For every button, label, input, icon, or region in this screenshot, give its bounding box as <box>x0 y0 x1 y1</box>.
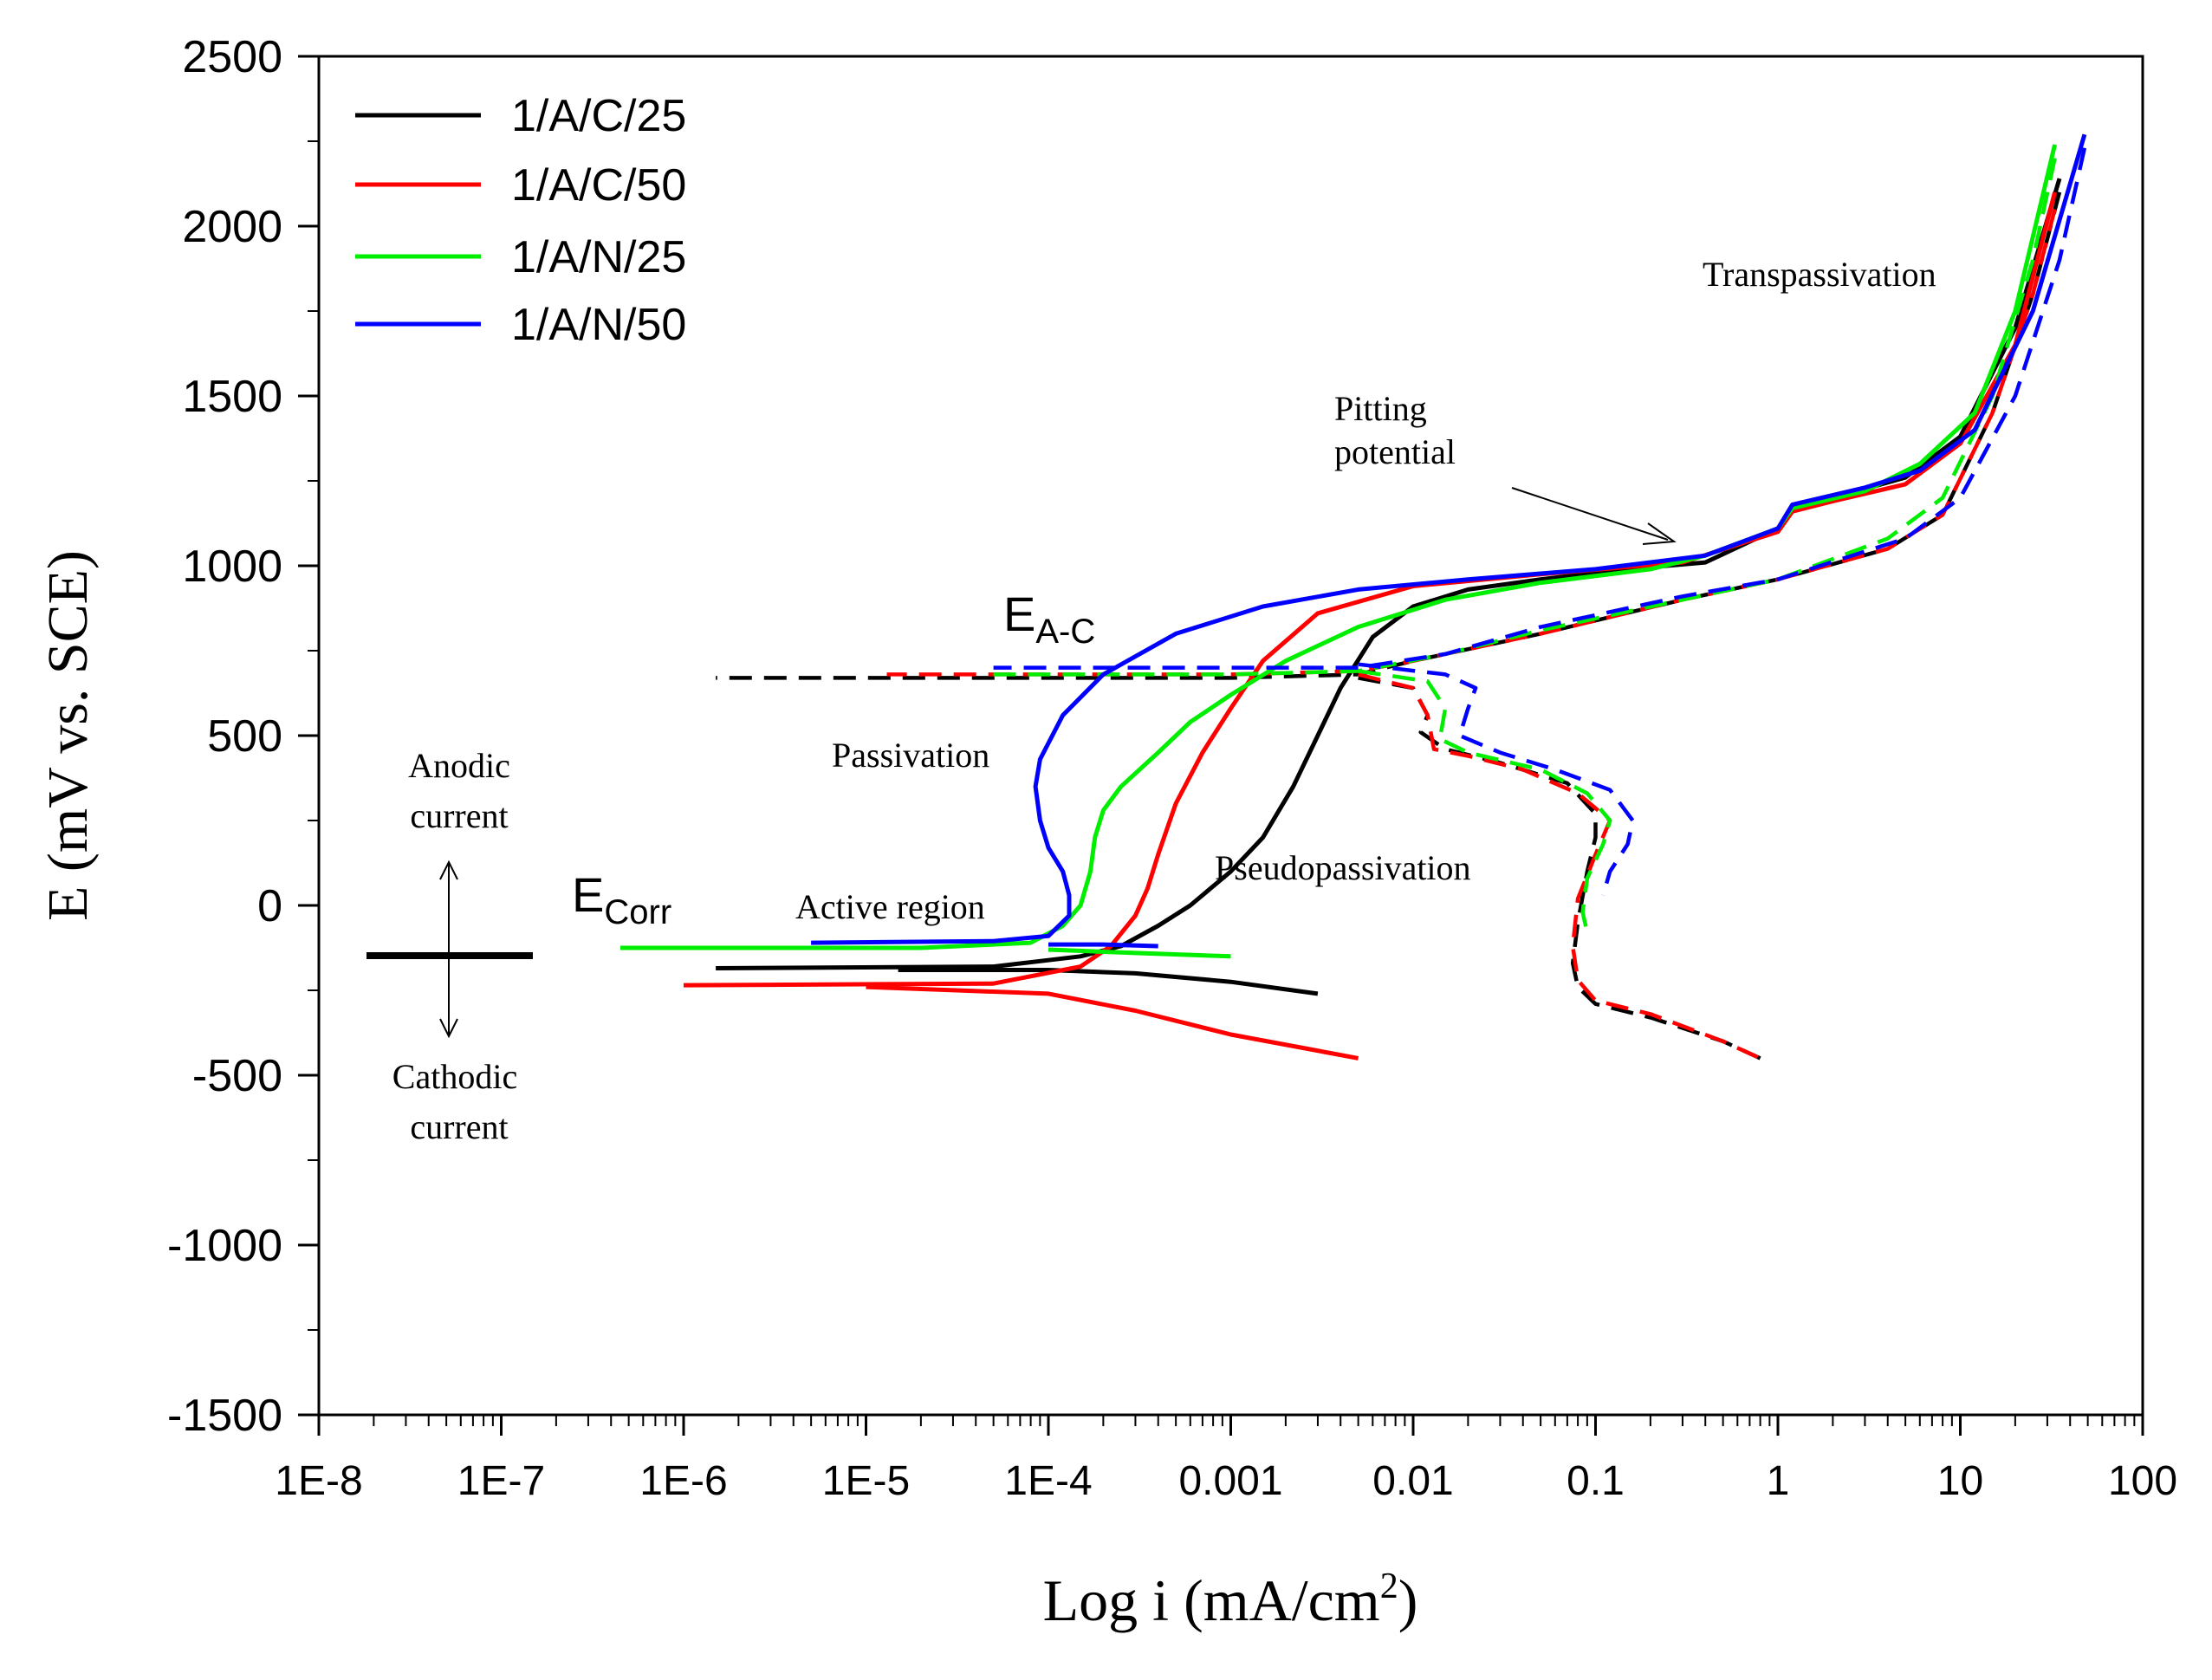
series-1-a-c-50-cathodic <box>866 984 1359 1061</box>
legend-item: 1/A/C/25 <box>355 91 686 141</box>
x-tick-label: 1E-4 <box>1004 1458 1092 1504</box>
legend-item: 1/A/N/50 <box>355 300 686 350</box>
series-1-a-n-25-forward-scan <box>620 144 2058 950</box>
cathodic-arrow-head <box>439 1018 458 1039</box>
y-tick-label: 2500 <box>182 32 282 82</box>
y-tick-label: -1500 <box>167 1391 282 1441</box>
series-1-a-n-25-reverse-low <box>1358 669 1612 933</box>
y-tick-label: 2000 <box>182 202 282 252</box>
annotation-passivation: Passivation <box>832 736 989 775</box>
annotation-active-region: Active region <box>795 887 985 926</box>
annotation-anodic-line2: current <box>410 796 508 835</box>
x-tick-label: 100 <box>2108 1458 2177 1504</box>
anodic-arrow-head <box>439 859 458 880</box>
annotation-transpassivation: Transpassivation <box>1703 255 1936 294</box>
series-1-a-n-50-cathodic <box>1048 942 1158 949</box>
legend-label: 1/A/N/50 <box>511 300 686 350</box>
series-1-a-c-25-reverse-low <box>1358 676 1761 1061</box>
y-tick-label: 1000 <box>182 542 282 592</box>
series-1-a-c-50-forward-scan <box>683 191 2058 988</box>
y-tick-label: -1000 <box>167 1221 282 1271</box>
pitting-arrow-line <box>1511 487 1669 541</box>
series-1-a-n-50-reverse-low <box>1358 662 1635 896</box>
annotation-cathodic-line1: Cathodic <box>392 1057 517 1096</box>
x-tick-label: 10 <box>1937 1458 1983 1504</box>
annotation-e-ac: EA-C <box>1003 587 1095 651</box>
y-tick-label: 1500 <box>182 372 282 422</box>
legend: 1/A/C/25 1/A/C/50 1/A/N/25 1/A/N/50 <box>355 91 686 350</box>
y-tick-label: 0 <box>257 881 282 931</box>
x-tick-label: 1 <box>1767 1458 1790 1504</box>
annotation-e-corr: ECorr <box>572 867 671 931</box>
x-tick-label: 0.01 <box>1372 1458 1453 1504</box>
series-1-a-c-25-cathodic <box>898 968 1319 996</box>
x-tick-label: 0.001 <box>1178 1458 1282 1504</box>
series-1-a-c-25-reverse-scan <box>716 191 2062 680</box>
annotation-pitting-line2: potential <box>1334 432 1456 471</box>
y-tick-label: 500 <box>207 711 282 762</box>
curves-layer <box>620 133 2087 1061</box>
x-tick-label: 0.1 <box>1567 1458 1625 1504</box>
legend-label: 1/A/C/50 <box>511 160 686 211</box>
series-1-a-n-25-cathodic <box>1048 947 1231 959</box>
series-1-a-n-50-reverse-scan <box>993 147 2087 670</box>
x-tick-label: 1E-6 <box>639 1458 727 1504</box>
legend-item: 1/A/C/50 <box>355 160 686 211</box>
series-1-a-n-25-reverse-scan <box>993 158 2057 677</box>
y-axis-title: E (mV vs. SCE) <box>36 550 100 921</box>
annotation-anodic-line1: Anodic <box>408 746 510 785</box>
x-tick-label: 1E-8 <box>275 1458 362 1504</box>
annotation-cathodic-line2: current <box>410 1107 508 1146</box>
legend-item: 1/A/N/25 <box>355 232 686 282</box>
series-1-a-c-50-reverse-scan <box>886 208 2057 677</box>
series-1-a-c-50-reverse-low <box>1358 672 1761 1061</box>
annotation-pseudopassivation: Pseudopassivation <box>1215 848 1471 887</box>
pitting-arrow-head <box>1642 522 1677 545</box>
y-tick-label: -500 <box>192 1051 282 1101</box>
annotation-pitting-line1: Pitting <box>1334 389 1427 428</box>
x-tick-label: 1E-5 <box>822 1458 910 1504</box>
x-axis-title: Log i (mA/cm2) <box>1043 1566 1418 1633</box>
x-tick-label: 1E-7 <box>457 1458 545 1504</box>
series-1-a-n-50-forward-scan <box>811 133 2087 945</box>
legend-label: 1/A/C/25 <box>511 91 686 141</box>
axis-ticks: 1E-8 1E-7 1E-6 1E-5 1E-4 0.001 0.01 0.1 1 10 100 -1… <box>167 32 2177 1504</box>
legend-label: 1/A/N/25 <box>511 232 686 282</box>
